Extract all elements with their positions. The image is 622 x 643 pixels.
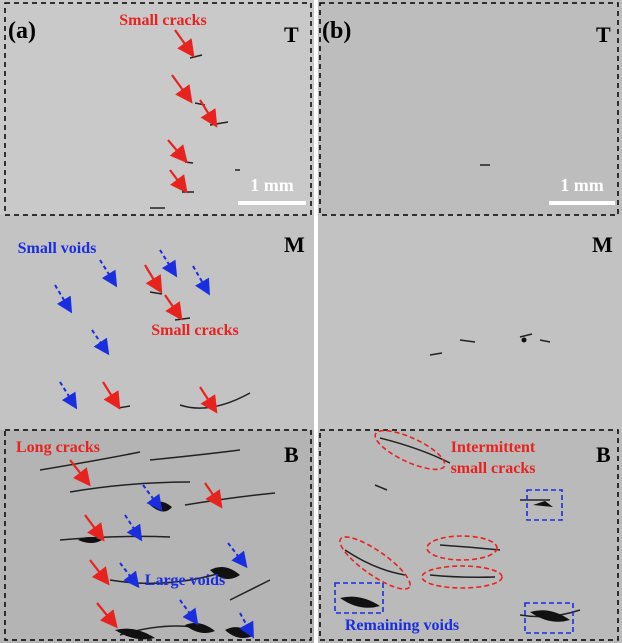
annotation: Small cracks xyxy=(151,322,239,339)
section-label: T xyxy=(284,22,299,47)
section-label: T xyxy=(596,22,611,47)
figure: (a) (b) T M B T M B 1 mm 1 mm Small crac… xyxy=(0,0,622,643)
scale-label: 1 mm xyxy=(560,175,604,195)
annotation: Small cracks xyxy=(119,12,207,29)
section-label: M xyxy=(592,232,613,257)
annotation: Intermittent xyxy=(451,439,536,456)
scale-label: 1 mm xyxy=(250,175,294,195)
annotation: Remaining voids xyxy=(345,617,459,634)
panel-label: (a) xyxy=(8,18,36,44)
annotation: Large voids xyxy=(145,572,225,589)
annotation: small cracks xyxy=(451,460,536,477)
section-label: B xyxy=(284,442,299,467)
section-label: B xyxy=(596,442,611,467)
panel-label: (b) xyxy=(322,18,351,44)
annotation: Small voids xyxy=(18,240,97,257)
annotation: Long cracks xyxy=(16,439,100,456)
section-label: M xyxy=(284,232,305,257)
